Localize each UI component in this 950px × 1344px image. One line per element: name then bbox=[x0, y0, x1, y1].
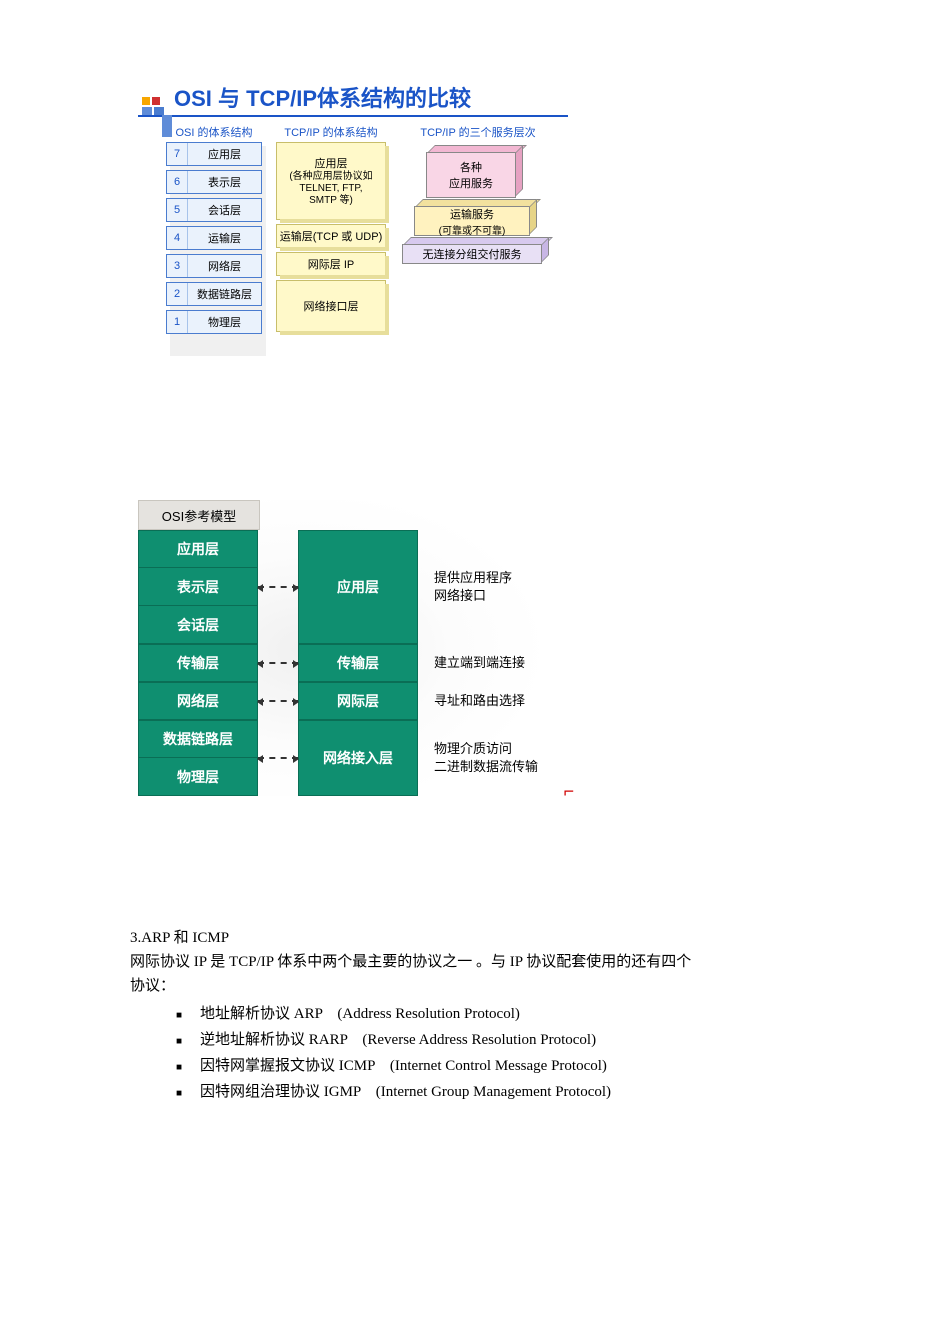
osi-layer-7: 7 应用层 bbox=[166, 142, 262, 166]
osi-layer-2: 2 数据链路层 bbox=[166, 282, 262, 306]
protocol-bullet-list: 地址解析协议 ARP (Address Resolution Protocol)… bbox=[130, 1002, 820, 1106]
osi-layer-1: 1 物理层 bbox=[166, 310, 262, 334]
osi-label: 应用层 bbox=[188, 143, 261, 165]
osi-num: 7 bbox=[167, 143, 188, 165]
section-heading: 3.ARP 和 ICMP bbox=[130, 926, 820, 950]
osi-column: 7 应用层 6 表示层 5 会话层 4 运输层 3 网络层 bbox=[166, 142, 262, 338]
mapping-arrow bbox=[258, 700, 298, 702]
red-accent-icon: ⌐ bbox=[563, 781, 574, 802]
mid-tcp-network: 网际层 bbox=[298, 682, 418, 720]
mid-osi-session: 会话层 bbox=[138, 606, 258, 644]
mid-osi-application: 应用层 bbox=[138, 530, 258, 568]
desc-network: 寻址和路由选择 bbox=[418, 682, 574, 720]
mid-osi-physical: 物理层 bbox=[138, 758, 258, 796]
bullet-arp: 地址解析协议 ARP (Address Resolution Protocol) bbox=[176, 1002, 820, 1028]
bullet-rarp: 逆地址解析协议 RARP (Reverse Address Resolution… bbox=[176, 1028, 820, 1054]
osi-layer-3: 3 网络层 bbox=[166, 254, 262, 278]
osi-layer-5: 5 会话层 bbox=[166, 198, 262, 222]
diagram-title: OSI 与 TCP/IP体系结构的比较 bbox=[174, 81, 471, 115]
desc-application: 提供应用程序 网络接口 bbox=[418, 530, 574, 644]
mid-osi-datalink: 数据链路层 bbox=[138, 720, 258, 758]
osi-tcpip-mapping-diagram: OSI参考模型 应用层 表示层 会话层 应用层 提供应用程序 网络接口 传输层 bbox=[138, 500, 578, 796]
mid-osi-transport: 传输层 bbox=[138, 644, 258, 682]
mapping-arrow bbox=[258, 757, 298, 759]
service-application: 各种 应用服务 bbox=[426, 152, 516, 198]
body-text: 3.ARP 和 ICMP 网际协议 IP 是 TCP/IP 体系中两个最主要的协… bbox=[130, 926, 820, 1106]
service-transport: 运输服务 (可靠或不可靠) bbox=[414, 206, 530, 236]
mid-tcp-transport: 传输层 bbox=[298, 644, 418, 682]
tcpip-application-layer: 应用层 (各种应用层协议如 TELNET, FTP, SMTP 等) bbox=[276, 142, 386, 220]
mid-tcp-network-access: 网络接入层 bbox=[298, 720, 418, 796]
tcpip-interface-layer: 网络接口层 bbox=[276, 280, 386, 332]
col-header-tcpip: TCP/IP 的体系结构 bbox=[276, 124, 386, 140]
desc-network-access: 物理介质访问 二进制数据流传输 bbox=[418, 720, 574, 796]
title-squares-icon bbox=[142, 97, 168, 115]
osi-tcpip-comparison-diagram: OSI 与 TCP/IP体系结构的比较 OSI 的体系结构 TCP/IP 的体系… bbox=[138, 80, 568, 370]
desc-transport: 建立端到端连接 bbox=[418, 644, 574, 682]
bullet-igmp: 因特网组治理协议 IGMP (Internet Group Management… bbox=[176, 1080, 820, 1106]
bullet-icmp: 因特网掌握报文协议 ICMP (Internet Control Message… bbox=[176, 1054, 820, 1080]
services-column: 各种 应用服务 运输服务 (可靠或不可靠) 无连接分组交付服务 bbox=[406, 152, 556, 264]
diagram-title-bar: OSI 与 TCP/IP体系结构的比较 bbox=[138, 80, 568, 117]
tcpip-app-title: 应用层 bbox=[315, 155, 348, 171]
osi-layer-4: 4 运输层 bbox=[166, 226, 262, 250]
col-header-osi: OSI 的体系结构 bbox=[166, 124, 262, 140]
tcpip-network-layer: 网际层 IP bbox=[276, 252, 386, 276]
mapping-arrow bbox=[258, 586, 298, 588]
mid-osi-network: 网络层 bbox=[138, 682, 258, 720]
mid-header-osi-model: OSI参考模型 bbox=[138, 500, 260, 530]
tcpip-transport-layer: 运输层(TCP 或 UDP) bbox=[276, 224, 386, 248]
mid-osi-presentation: 表示层 bbox=[138, 568, 258, 606]
section-paragraph-line2: 协议： bbox=[130, 974, 820, 998]
section-paragraph-line1: 网际协议 IP 是 TCP/IP 体系中两个最主要的协议之一 。与 IP 协议配… bbox=[130, 950, 820, 974]
osi-layer-6: 6 表示层 bbox=[166, 170, 262, 194]
mid-tcp-application: 应用层 bbox=[298, 530, 418, 644]
mapping-arrow bbox=[258, 662, 298, 664]
service-datagram: 无连接分组交付服务 bbox=[402, 244, 542, 264]
tcpip-column: 应用层 (各种应用层协议如 TELNET, FTP, SMTP 等) 运输层(T… bbox=[276, 142, 386, 336]
col-header-services: TCP/IP 的三个服务层次 bbox=[403, 124, 553, 140]
